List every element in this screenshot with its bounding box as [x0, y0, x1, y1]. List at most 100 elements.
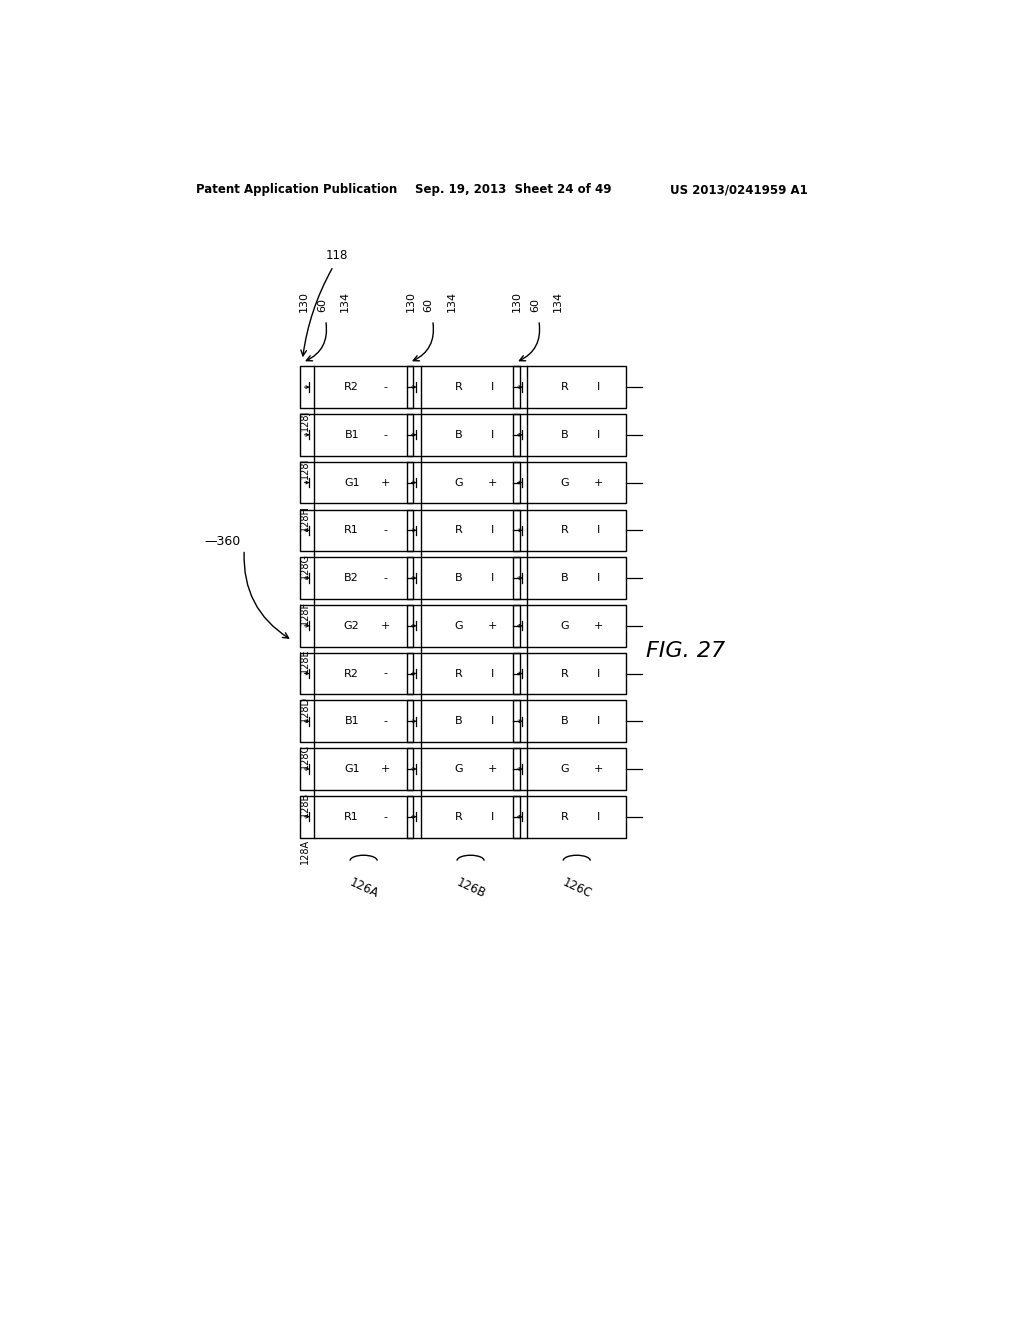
Bar: [314, 510, 414, 552]
Text: R: R: [561, 525, 568, 536]
Bar: [421, 462, 520, 503]
Text: 130: 130: [512, 292, 522, 313]
Bar: [421, 796, 520, 838]
Bar: [421, 605, 520, 647]
Text: Sep. 19, 2013  Sheet 24 of 49: Sep. 19, 2013 Sheet 24 of 49: [415, 183, 611, 197]
Text: R: R: [455, 525, 463, 536]
Text: I: I: [490, 717, 494, 726]
Bar: [314, 701, 414, 742]
Text: +: +: [594, 620, 603, 631]
Bar: [527, 462, 627, 503]
Text: I: I: [490, 430, 494, 440]
Text: I: I: [597, 573, 600, 583]
Text: 128B: 128B: [300, 792, 309, 817]
Text: R: R: [561, 812, 568, 822]
Text: 134: 134: [553, 292, 563, 313]
Text: R2: R2: [344, 668, 359, 678]
Text: +: +: [381, 764, 390, 774]
Text: B: B: [561, 717, 568, 726]
Text: +: +: [594, 478, 603, 487]
Text: +: +: [487, 620, 497, 631]
Text: 128F: 128F: [300, 601, 309, 624]
Bar: [527, 701, 627, 742]
Text: B1: B1: [344, 430, 359, 440]
Text: G: G: [455, 478, 463, 487]
Bar: [527, 653, 627, 694]
Text: I: I: [490, 812, 494, 822]
Text: 128E: 128E: [300, 648, 309, 673]
Text: 60: 60: [316, 298, 327, 313]
Text: -: -: [383, 812, 387, 822]
Bar: [421, 557, 520, 599]
Text: +: +: [487, 764, 497, 774]
Text: I: I: [490, 573, 494, 583]
Bar: [314, 367, 414, 408]
Bar: [527, 510, 627, 552]
Text: G: G: [455, 764, 463, 774]
Text: B: B: [561, 430, 568, 440]
Text: 128I: 128I: [300, 457, 309, 479]
Text: I: I: [597, 525, 600, 536]
Text: G: G: [560, 478, 569, 487]
Text: 118: 118: [326, 249, 348, 263]
Text: Patent Application Publication: Patent Application Publication: [197, 183, 397, 197]
Bar: [314, 653, 414, 694]
Text: 128A: 128A: [300, 840, 309, 865]
Text: I: I: [597, 717, 600, 726]
Text: +: +: [381, 478, 390, 487]
Text: —360: —360: [204, 536, 241, 548]
Text: I: I: [597, 668, 600, 678]
Bar: [527, 367, 627, 408]
Text: I: I: [490, 668, 494, 678]
Text: G1: G1: [344, 478, 359, 487]
Text: B1: B1: [344, 717, 359, 726]
Text: I: I: [490, 381, 494, 392]
Text: 134: 134: [340, 292, 350, 313]
Text: US 2013/0241959 A1: US 2013/0241959 A1: [671, 183, 808, 197]
Text: R2: R2: [344, 381, 359, 392]
Bar: [314, 462, 414, 503]
Bar: [527, 414, 627, 455]
Bar: [527, 796, 627, 838]
Text: -: -: [383, 668, 387, 678]
Text: G2: G2: [344, 620, 359, 631]
Bar: [527, 557, 627, 599]
Text: R: R: [455, 381, 463, 392]
Text: 130: 130: [299, 292, 309, 313]
Text: 128H: 128H: [300, 506, 309, 531]
Text: 126B: 126B: [454, 876, 487, 900]
Text: R1: R1: [344, 525, 359, 536]
Bar: [421, 367, 520, 408]
Text: I: I: [597, 430, 600, 440]
Bar: [421, 653, 520, 694]
Text: G: G: [560, 764, 569, 774]
Text: I: I: [597, 381, 600, 392]
Text: +: +: [487, 478, 497, 487]
Text: -: -: [383, 430, 387, 440]
Text: G: G: [560, 620, 569, 631]
Text: B: B: [455, 573, 463, 583]
Text: 60: 60: [529, 298, 540, 313]
Text: 128C: 128C: [300, 743, 309, 768]
Text: -: -: [383, 717, 387, 726]
Bar: [527, 605, 627, 647]
Bar: [421, 701, 520, 742]
Text: -: -: [383, 525, 387, 536]
Bar: [314, 557, 414, 599]
Text: +: +: [381, 620, 390, 631]
Text: R1: R1: [344, 812, 359, 822]
Text: R: R: [561, 668, 568, 678]
Text: B: B: [455, 430, 463, 440]
Text: R: R: [455, 812, 463, 822]
Bar: [314, 796, 414, 838]
Bar: [421, 414, 520, 455]
Text: -: -: [383, 573, 387, 583]
Text: R: R: [561, 381, 568, 392]
Text: 126A: 126A: [347, 876, 380, 900]
Text: 134: 134: [446, 292, 457, 313]
Bar: [421, 510, 520, 552]
Text: I: I: [597, 812, 600, 822]
Text: I: I: [490, 525, 494, 536]
Text: R: R: [455, 668, 463, 678]
Text: 60: 60: [424, 298, 434, 313]
